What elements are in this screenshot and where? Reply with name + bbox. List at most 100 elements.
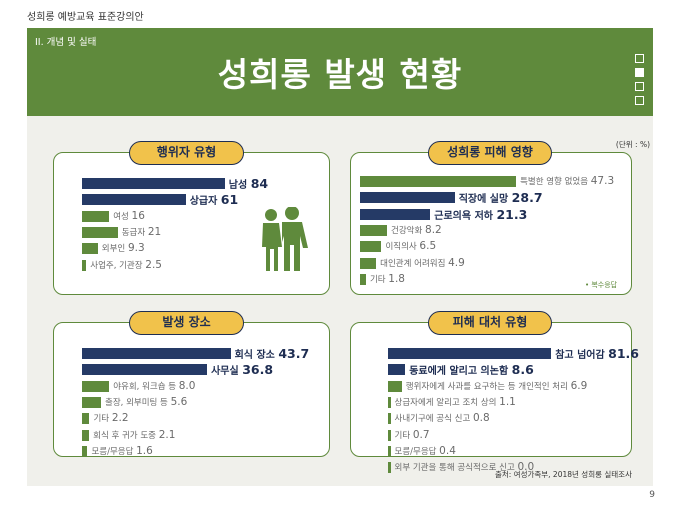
bar-label: 야유회, 워크숍 등 8.0 xyxy=(113,380,195,394)
value-label: 21.3 xyxy=(496,206,528,222)
nav-square-active xyxy=(635,68,644,77)
unit-label: (단위 : %) xyxy=(615,140,650,149)
bar xyxy=(82,445,88,457)
category-label: 외부인 xyxy=(101,244,128,255)
bar xyxy=(360,273,366,285)
bar xyxy=(388,380,402,392)
category-label: 외부 기관을 통해 공식적으로 신고 xyxy=(394,463,518,474)
bar xyxy=(82,429,90,441)
bar-label: 외부 기관을 통해 공식적으로 신고 0.0 xyxy=(395,461,535,475)
bar-label: 동급자 21 xyxy=(122,226,162,240)
value-label: 0.4 xyxy=(439,444,456,457)
bar-label: 기타 1.8 xyxy=(370,273,405,287)
bar-label: 상급자 61 xyxy=(190,193,239,208)
panel-title-incident-location: 발생 장소 xyxy=(129,311,244,335)
value-label: 0.8 xyxy=(473,412,490,425)
header-banner: II. 개념 및 실태 성희롱 발생 현황 xyxy=(27,28,653,116)
bar xyxy=(360,176,517,187)
bar xyxy=(388,413,391,425)
bar-label: 남성 84 xyxy=(229,177,268,192)
bar-label: 건강악화 8.2 xyxy=(391,224,442,238)
panel-incident-location xyxy=(53,322,330,457)
panel-title-harassment-impact: 성희롱 피해 영향 xyxy=(428,141,552,165)
page-title: 성희롱 발생 현황 xyxy=(217,55,463,94)
bar xyxy=(82,413,90,425)
bar-label: 참고 넘어감 81.6 xyxy=(555,347,639,362)
bar xyxy=(388,396,391,408)
bar-label: 여성 16 xyxy=(113,210,145,224)
category-label: 건강악화 xyxy=(391,225,426,236)
page-number: 9 xyxy=(649,490,655,500)
bar-label: 사무실 36.8 xyxy=(211,363,273,378)
source-citation: 출처: 여성가족부, 2018년 성희롱 실태조사 xyxy=(494,470,632,479)
category-label: 대인관계 어려워짐 xyxy=(380,258,449,269)
category-label: 회식 후 귀가 도중 xyxy=(93,430,159,441)
value-label: 0.0 xyxy=(517,461,535,474)
panel-title-response-type: 피해 대처 유형 xyxy=(428,311,552,335)
value-label: 28.7 xyxy=(511,190,543,206)
bar-label: 사업주, 기관장 2.5 xyxy=(90,259,162,273)
value-label: 81.6 xyxy=(608,346,639,361)
category-label: 기타 xyxy=(369,274,389,285)
bar xyxy=(82,178,225,189)
value-label: 2.2 xyxy=(111,412,129,425)
bar xyxy=(82,380,110,392)
category-label: 직장에 실망 xyxy=(458,194,512,206)
value-label: 9.3 xyxy=(127,242,145,255)
value-label: 36.8 xyxy=(242,362,274,378)
value-label: 2.1 xyxy=(158,428,176,441)
value-label: 6.9 xyxy=(570,379,588,392)
bar-label: 회식 장소 43.7 xyxy=(235,347,310,362)
bar-label: 모름/무응답 1.6 xyxy=(91,445,152,459)
bar xyxy=(82,194,186,206)
category-label: 사무실 xyxy=(211,366,243,378)
bar-label: 회식 후 귀가 도중 2.1 xyxy=(93,429,175,443)
bar xyxy=(360,241,382,253)
bar-label: 대인관계 어려워짐 4.9 xyxy=(380,257,465,271)
bar-label: 근로의욕 저하 21.3 xyxy=(434,208,527,223)
nav-square xyxy=(635,96,644,105)
category-label: 상급자에게 알리고 조치 상의 xyxy=(394,397,500,408)
bar xyxy=(360,208,431,220)
bar-label: 출장, 외부미팅 등 5.6 xyxy=(105,396,187,410)
bar xyxy=(388,462,391,474)
bar-label: 외부인 9.3 xyxy=(102,242,145,256)
bar-label: 특별한 영향 없었음 47.3 xyxy=(520,175,614,189)
category-label: 사업주, 기관장 xyxy=(90,260,146,271)
bar xyxy=(82,364,208,376)
value-label: 5.6 xyxy=(170,395,188,408)
bar-label: 기타 2.2 xyxy=(93,412,128,426)
value-label: 2.5 xyxy=(145,258,162,271)
nav-squares xyxy=(635,54,645,110)
category-label: 특별한 영향 없었음 xyxy=(520,177,591,187)
value-label: 84 xyxy=(250,176,269,191)
category-label: 상급자 xyxy=(189,196,221,208)
bar xyxy=(82,259,87,271)
value-label: 8.2 xyxy=(425,223,442,236)
bar xyxy=(82,243,98,255)
category-label: 사내기구에 공식 신고 xyxy=(394,414,473,425)
value-label: 0.7 xyxy=(412,428,430,441)
bar xyxy=(360,257,377,269)
category-label: 여성 xyxy=(113,211,132,222)
bar-label: 직장에 실망 28.7 xyxy=(459,191,543,206)
section-label: II. 개념 및 실태 xyxy=(35,37,97,48)
bar xyxy=(388,364,406,376)
value-label: 43.7 xyxy=(278,346,310,361)
bar xyxy=(82,210,110,222)
bar-label: 기타 0.7 xyxy=(395,429,430,443)
value-label: 16 xyxy=(131,209,145,222)
nav-square xyxy=(635,54,644,63)
bar xyxy=(82,396,102,408)
value-label: 6.5 xyxy=(419,240,437,253)
value-label: 1.1 xyxy=(499,395,516,408)
bar xyxy=(82,226,118,238)
category-label: 회식 장소 xyxy=(234,350,279,361)
category-label: 참고 넘어감 xyxy=(555,350,609,361)
category-label: 기타 xyxy=(394,430,413,441)
category-label: 모름/무응답 xyxy=(394,446,440,457)
category-label: 출장, 외부미팅 등 xyxy=(105,397,171,408)
bar xyxy=(360,224,388,236)
bar-label: 상급자에게 알리고 조치 상의 1.1 xyxy=(395,396,516,410)
value-label: 1.8 xyxy=(388,272,405,285)
